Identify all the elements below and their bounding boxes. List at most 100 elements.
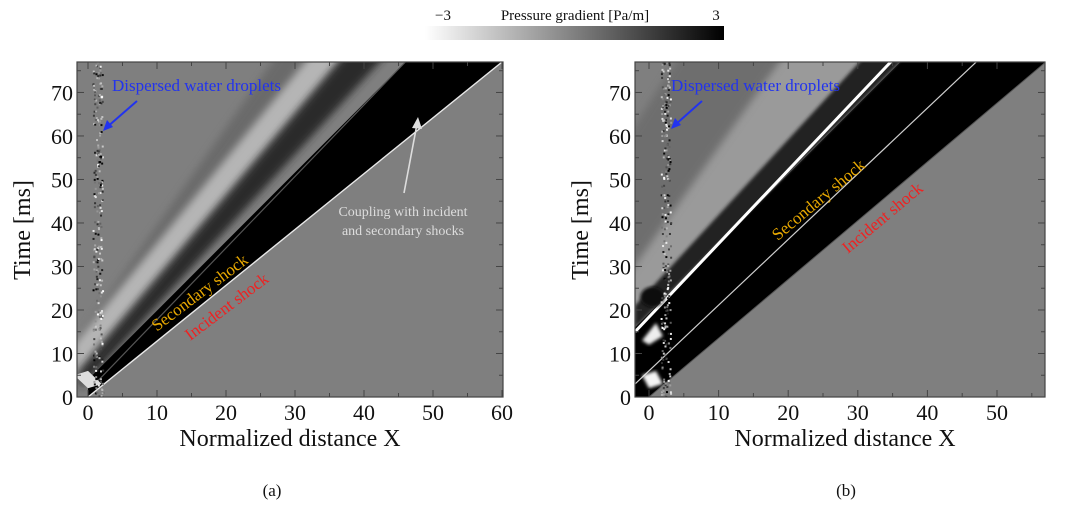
droplet-speckle	[667, 88, 670, 91]
droplet-speckle	[668, 62, 671, 65]
droplet-speckle	[664, 345, 667, 348]
droplet-speckle	[101, 162, 104, 165]
droplet-speckle	[662, 119, 665, 122]
arrow-droplets-a	[105, 100, 138, 129]
droplet-speckle	[662, 393, 665, 396]
droplet-speckle	[101, 310, 104, 313]
droplet-speckle	[665, 235, 668, 238]
droplet-speckle	[93, 72, 96, 75]
droplet-speckle	[661, 367, 664, 370]
droplet-speckle	[99, 74, 102, 77]
annotation-droplets-a: Dispersed water droplets	[112, 76, 281, 95]
panel-label-b: (b)	[836, 481, 856, 500]
droplet-speckle	[95, 369, 98, 372]
droplet-speckle	[667, 169, 670, 172]
droplet-speckle	[96, 299, 99, 302]
arrow-coupling	[403, 123, 418, 194]
droplet-speckle	[96, 369, 99, 372]
droplet-speckle	[666, 304, 669, 307]
colorbar-min-label: −3	[435, 8, 451, 24]
droplet-speckle	[664, 102, 667, 105]
heatmap-b	[635, 62, 1045, 397]
droplet-speckle	[100, 214, 103, 217]
droplet-speckle	[99, 311, 102, 314]
droplet-speckle	[667, 283, 670, 286]
droplet-speckle	[101, 344, 104, 347]
droplet-speckle	[100, 237, 103, 240]
droplet-speckle	[667, 178, 670, 181]
droplet-speckle	[96, 283, 99, 286]
droplet-speckle	[100, 317, 103, 320]
droplet-speckle	[100, 311, 103, 314]
droplet-speckle	[667, 342, 670, 345]
droplet-speckle	[668, 159, 671, 162]
droplet-speckle	[99, 272, 102, 275]
droplet-speckle	[100, 182, 103, 185]
droplet-speckle	[664, 314, 667, 317]
droplet-speckle	[666, 288, 669, 291]
droplet-speckle	[664, 220, 667, 223]
droplet-speckle	[667, 81, 670, 84]
x-tick-label: 50	[422, 400, 444, 425]
droplet-speckle	[99, 134, 102, 137]
droplet-speckle	[93, 283, 96, 286]
droplet-speckle	[664, 326, 667, 329]
droplet-speckle	[663, 292, 666, 295]
y-axis-label-a: Time [ms]	[10, 180, 36, 280]
droplet-speckle	[94, 244, 97, 247]
droplet-speckle	[101, 392, 104, 395]
droplet-speckle	[663, 149, 666, 152]
droplet-speckle	[669, 117, 672, 120]
droplet-speckle	[667, 156, 670, 159]
droplet-speckle	[660, 318, 663, 321]
droplet-speckle	[663, 380, 666, 383]
droplet-speckle	[667, 110, 670, 113]
droplet-speckle	[98, 99, 101, 102]
droplet-speckle	[96, 149, 99, 152]
droplet-speckle	[95, 275, 98, 278]
y-tick-label: 50	[51, 167, 73, 192]
droplet-speckle	[662, 339, 665, 342]
droplet-speckle	[663, 295, 666, 298]
droplet-speckle	[668, 275, 671, 278]
droplet-speckle	[669, 375, 672, 378]
droplet-speckle	[665, 104, 668, 107]
droplet-speckle	[667, 379, 670, 382]
droplet-speckle	[662, 386, 665, 389]
droplet-speckle	[668, 178, 671, 181]
droplet-speckle	[94, 92, 97, 95]
droplet-speckle	[661, 130, 664, 133]
droplet-speckle	[668, 232, 671, 235]
panel-a: 0 10 20 30 40 50 60 0 10 20 30 40 50 60 70 Normalized …	[10, 61, 513, 500]
droplet-speckle	[663, 277, 666, 280]
droplet-speckle	[666, 386, 669, 389]
droplet-speckle	[100, 239, 103, 242]
droplet-speckle	[96, 62, 99, 64]
droplet-speckle	[667, 248, 670, 251]
droplet-speckle	[668, 145, 671, 148]
droplet-speckle	[664, 217, 667, 220]
droplet-speckle	[668, 86, 671, 89]
droplet-speckle	[93, 380, 96, 383]
droplet-speckle	[663, 119, 666, 122]
droplet-speckle	[666, 62, 669, 64]
droplet-speckle	[662, 337, 665, 340]
x-axis-label-a: Normalized distance X	[179, 426, 400, 452]
droplet-speckle	[97, 220, 100, 223]
droplet-speckle	[98, 279, 101, 282]
droplet-speckle	[97, 165, 100, 168]
droplet-speckle	[92, 289, 95, 292]
droplet-speckle	[99, 213, 102, 216]
droplet-speckle	[660, 73, 663, 76]
droplet-speckle	[94, 202, 97, 205]
droplet-speckle	[97, 75, 100, 78]
secondary-shock-line	[635, 62, 893, 333]
droplet-speckle	[101, 156, 104, 159]
droplet-speckle	[668, 72, 671, 75]
droplet-speckle	[663, 206, 666, 209]
droplet-speckle	[668, 139, 671, 142]
droplet-speckle	[96, 313, 99, 316]
droplet-speckle	[660, 96, 663, 99]
droplet-speckle	[94, 260, 97, 263]
y-tick-label: 30	[609, 254, 631, 279]
